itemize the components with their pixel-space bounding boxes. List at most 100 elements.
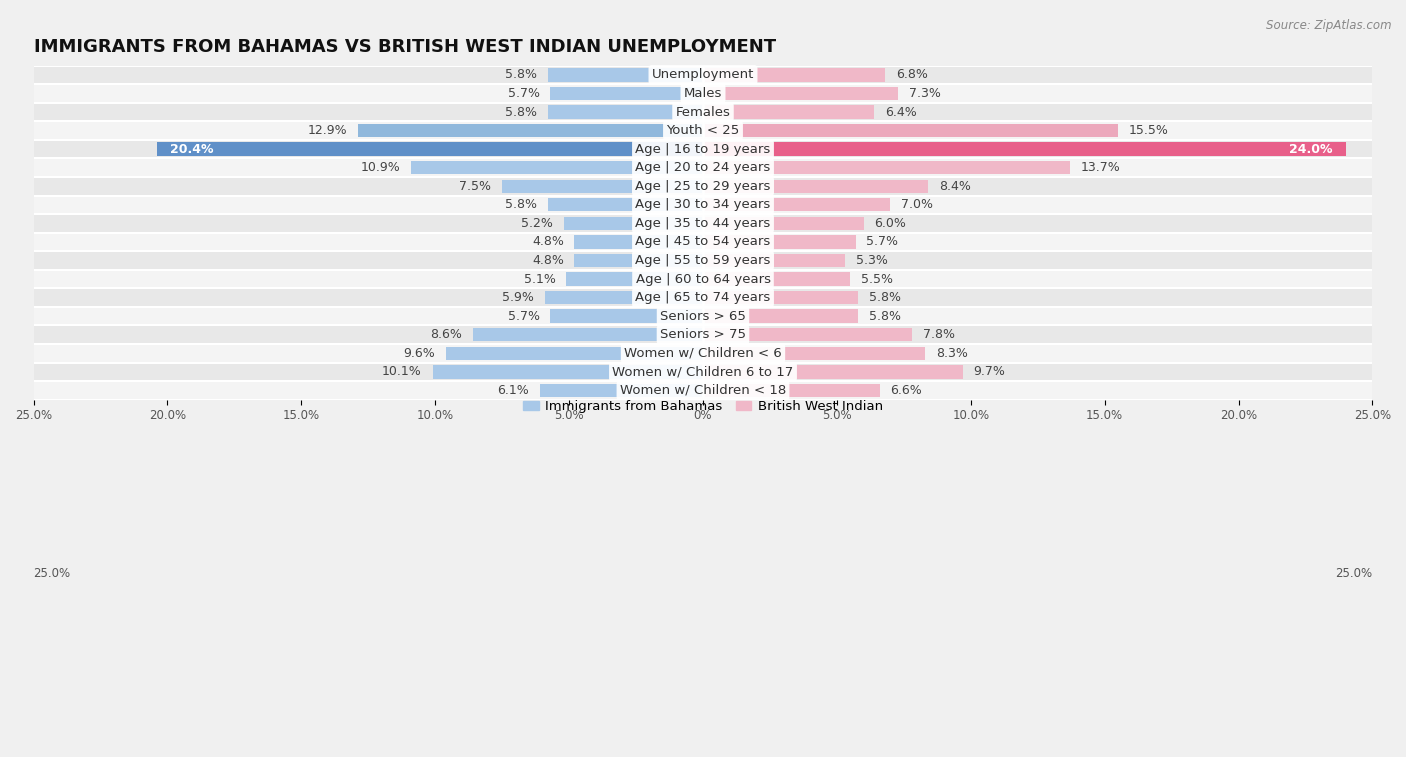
Bar: [34, 269, 1372, 288]
Text: 5.5%: 5.5%: [860, 273, 893, 285]
Bar: [575, 235, 703, 248]
Bar: [703, 235, 856, 248]
Bar: [34, 195, 1372, 214]
Text: 5.8%: 5.8%: [869, 310, 901, 322]
Text: 5.9%: 5.9%: [502, 291, 534, 304]
Bar: [34, 158, 1372, 177]
Bar: [550, 310, 703, 323]
Bar: [703, 273, 851, 285]
Bar: [540, 384, 703, 397]
Text: Youth < 25: Youth < 25: [666, 124, 740, 137]
Text: 6.4%: 6.4%: [886, 105, 917, 119]
Text: 8.3%: 8.3%: [936, 347, 967, 360]
Text: 10.9%: 10.9%: [361, 161, 401, 174]
Bar: [575, 254, 703, 267]
Text: 7.8%: 7.8%: [922, 329, 955, 341]
Bar: [703, 198, 890, 211]
Text: 5.7%: 5.7%: [508, 310, 540, 322]
Bar: [34, 326, 1372, 344]
Text: Age | 16 to 19 years: Age | 16 to 19 years: [636, 142, 770, 156]
Bar: [34, 121, 1372, 140]
Bar: [34, 66, 1372, 84]
Text: 4.8%: 4.8%: [531, 235, 564, 248]
Bar: [703, 347, 925, 360]
Text: Women w/ Children 6 to 17: Women w/ Children 6 to 17: [613, 366, 793, 378]
Text: Males: Males: [683, 87, 723, 100]
Bar: [703, 124, 1118, 137]
Text: 5.8%: 5.8%: [869, 291, 901, 304]
Bar: [34, 344, 1372, 363]
Text: 7.5%: 7.5%: [460, 179, 492, 193]
Bar: [703, 142, 1346, 156]
Text: 7.3%: 7.3%: [910, 87, 941, 100]
Bar: [548, 68, 703, 82]
Bar: [34, 363, 1372, 381]
Text: Age | 60 to 64 years: Age | 60 to 64 years: [636, 273, 770, 285]
Bar: [156, 142, 703, 156]
Text: 10.1%: 10.1%: [382, 366, 422, 378]
Text: 5.8%: 5.8%: [505, 68, 537, 82]
Bar: [34, 381, 1372, 400]
Text: 13.7%: 13.7%: [1081, 161, 1121, 174]
Bar: [34, 140, 1372, 158]
Legend: Immigrants from Bahamas, British West Indian: Immigrants from Bahamas, British West In…: [517, 394, 889, 418]
Text: Age | 20 to 24 years: Age | 20 to 24 years: [636, 161, 770, 174]
Bar: [34, 251, 1372, 269]
Bar: [34, 177, 1372, 195]
Bar: [703, 161, 1070, 174]
Text: 4.8%: 4.8%: [531, 254, 564, 267]
Bar: [34, 307, 1372, 326]
Text: Seniors > 75: Seniors > 75: [659, 329, 747, 341]
Text: Women w/ Children < 6: Women w/ Children < 6: [624, 347, 782, 360]
Bar: [357, 124, 703, 137]
Bar: [446, 347, 703, 360]
Bar: [433, 365, 703, 378]
Bar: [502, 179, 703, 193]
Text: 5.1%: 5.1%: [524, 273, 555, 285]
Bar: [34, 84, 1372, 103]
Bar: [548, 105, 703, 119]
Bar: [34, 214, 1372, 232]
Text: 9.6%: 9.6%: [404, 347, 436, 360]
Bar: [703, 384, 880, 397]
Text: 5.8%: 5.8%: [505, 198, 537, 211]
Bar: [703, 217, 863, 230]
Bar: [703, 68, 886, 82]
Bar: [703, 328, 912, 341]
Text: Females: Females: [675, 105, 731, 119]
Text: 5.7%: 5.7%: [508, 87, 540, 100]
Text: 12.9%: 12.9%: [308, 124, 347, 137]
Bar: [703, 365, 963, 378]
Bar: [703, 254, 845, 267]
Bar: [34, 103, 1372, 121]
Text: Age | 65 to 74 years: Age | 65 to 74 years: [636, 291, 770, 304]
Text: 5.3%: 5.3%: [856, 254, 887, 267]
Bar: [34, 288, 1372, 307]
Bar: [411, 161, 703, 174]
Bar: [703, 105, 875, 119]
Text: Unemployment: Unemployment: [652, 68, 754, 82]
Text: 6.6%: 6.6%: [890, 384, 922, 397]
Text: 9.7%: 9.7%: [973, 366, 1005, 378]
Text: 5.8%: 5.8%: [505, 105, 537, 119]
Text: 6.8%: 6.8%: [896, 68, 928, 82]
Text: 8.6%: 8.6%: [430, 329, 463, 341]
Bar: [703, 179, 928, 193]
Text: Age | 30 to 34 years: Age | 30 to 34 years: [636, 198, 770, 211]
Text: 6.0%: 6.0%: [875, 217, 907, 230]
Text: Women w/ Children < 18: Women w/ Children < 18: [620, 384, 786, 397]
Bar: [567, 273, 703, 285]
Bar: [703, 291, 858, 304]
Text: 15.5%: 15.5%: [1129, 124, 1168, 137]
Text: Age | 55 to 59 years: Age | 55 to 59 years: [636, 254, 770, 267]
Bar: [546, 291, 703, 304]
Text: 25.0%: 25.0%: [1336, 567, 1372, 580]
Text: IMMIGRANTS FROM BAHAMAS VS BRITISH WEST INDIAN UNEMPLOYMENT: IMMIGRANTS FROM BAHAMAS VS BRITISH WEST …: [34, 38, 776, 56]
Bar: [34, 232, 1372, 251]
Text: 24.0%: 24.0%: [1289, 142, 1333, 156]
Bar: [472, 328, 703, 341]
Text: 5.2%: 5.2%: [522, 217, 553, 230]
Text: 20.4%: 20.4%: [170, 142, 214, 156]
Bar: [564, 217, 703, 230]
Text: Seniors > 65: Seniors > 65: [659, 310, 747, 322]
